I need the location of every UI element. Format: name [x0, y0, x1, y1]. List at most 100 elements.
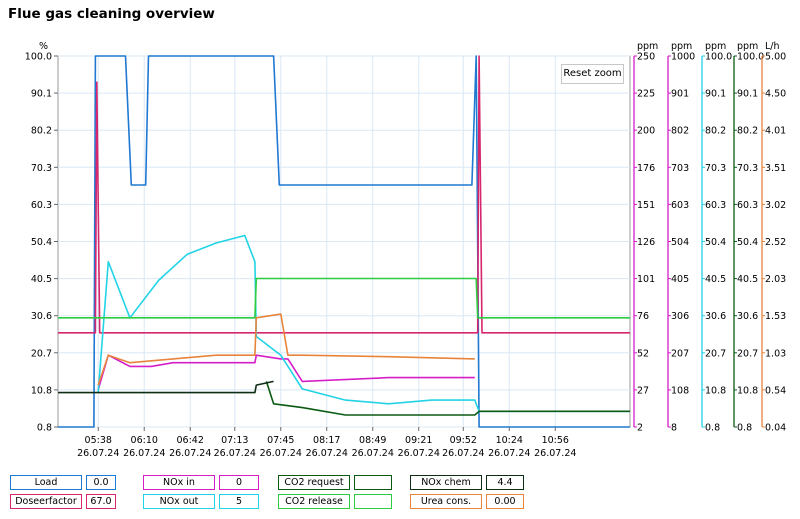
series-line-co2-request — [265, 381, 630, 416]
right-axis-tick-label: 80.2 — [737, 126, 758, 137]
right-axis-tick-label: 5.00 — [765, 52, 786, 63]
x-tick-date: 26.07.24 — [123, 448, 165, 459]
right-axis-unit: ppm — [637, 41, 658, 52]
right-axis-tick-label: 50.4 — [705, 237, 726, 248]
right-axis-tick-label: 90.1 — [737, 89, 758, 100]
page-title: Flue gas cleaning overview — [8, 6, 215, 22]
right-axis-unit: ppm — [671, 41, 692, 52]
legend-label: CO2 release — [278, 494, 350, 509]
y-tick-label: 90.1 — [31, 89, 52, 100]
reset-zoom-button[interactable]: Reset zoom — [561, 64, 624, 84]
legend-value: 67.0 — [86, 494, 116, 509]
y-tick-label: 0.8 — [37, 423, 52, 434]
legend-item-load[interactable]: Load 0.0 — [10, 475, 116, 490]
right-axis-unit: ppm — [705, 41, 726, 52]
y-tick-label: 60.3 — [31, 200, 52, 211]
x-tick-date: 26.07.24 — [442, 448, 484, 459]
x-tick-label: 07:13 — [221, 435, 248, 446]
right-axis-tick-label: 40.5 — [705, 274, 726, 285]
legend-value: 0.00 — [486, 494, 524, 509]
right-axis-tick-label: 603 — [671, 200, 689, 211]
right-axis-tick-label: 2.03 — [765, 274, 786, 285]
right-axis-tick-label: 30.6 — [737, 311, 758, 322]
y-tick-label: 100.0 — [25, 52, 52, 63]
right-axis-tick-label: 50.4 — [737, 237, 758, 248]
right-axis-tick-label: 306 — [671, 311, 689, 322]
right-axis-tick-label: 60.3 — [737, 200, 758, 211]
right-axis-tick-label: 802 — [671, 126, 689, 137]
x-tick-date: 26.07.24 — [260, 448, 302, 459]
right-axis-tick-label: 3.51 — [765, 163, 786, 174]
x-tick-label: 06:42 — [177, 435, 204, 446]
legend-value: 0.0 — [86, 475, 116, 490]
legend-item-doseerfactor[interactable]: Doseerfactor 67.0 — [10, 494, 116, 509]
right-axis-tick-label: 0.54 — [765, 385, 786, 396]
right-axis-unit: L/h — [765, 41, 780, 52]
right-axis-tick-label: 0.8 — [737, 423, 752, 434]
right-axis-tick-label: 80.2 — [705, 126, 726, 137]
x-tick-date: 26.07.24 — [77, 448, 119, 459]
legend-label: Load — [10, 475, 82, 490]
right-axis-tick-label: 40.5 — [737, 274, 758, 285]
x-tick-label: 09:52 — [450, 435, 477, 446]
legend-item-co2-request[interactable]: CO2 request — [278, 475, 392, 490]
x-tick-date: 26.07.24 — [352, 448, 394, 459]
series-line-urea-cons- — [97, 313, 475, 386]
y-tick-label: 40.5 — [31, 274, 52, 285]
right-axis-tick-label: 0.8 — [705, 423, 720, 434]
x-tick-date: 26.07.24 — [169, 448, 211, 459]
right-axis-tick-label: 2.52 — [765, 237, 786, 248]
y-tick-label: 70.3 — [31, 163, 52, 174]
right-axis-tick-label: 703 — [671, 163, 689, 174]
legend-item-nox-chem[interactable]: NOx chem 4.4 — [410, 475, 524, 490]
legend-item-co2-release[interactable]: CO2 release — [278, 494, 392, 509]
right-axis-tick-label: 27 — [637, 385, 649, 396]
legend-value: 0 — [219, 475, 259, 490]
right-axis-tick-label: 200 — [637, 126, 655, 137]
right-axis-tick-label: 225 — [637, 89, 655, 100]
right-axis-tick-label: 4.01 — [765, 126, 786, 137]
legend-item-nox-in[interactable]: NOx in 0 — [143, 475, 259, 490]
right-axis-tick-label: 20.7 — [705, 348, 726, 359]
right-axis-tick-label: 90.1 — [705, 89, 726, 100]
legend-item-urea-cons[interactable]: Urea cons. 0.00 — [410, 494, 524, 509]
right-axis-tick-label: 20.7 — [737, 348, 758, 359]
right-axis-tick-label: 100.0 — [705, 52, 732, 63]
series-line-nox-in — [97, 354, 475, 390]
legend-value — [354, 475, 392, 490]
right-axis-tick-label: 10.8 — [737, 385, 758, 396]
x-tick-date: 26.07.24 — [534, 448, 576, 459]
x-tick-date: 26.07.24 — [306, 448, 348, 459]
right-axis-tick-label: 101 — [637, 274, 655, 285]
right-axis-tick-label: 0.04 — [765, 423, 786, 434]
x-tick-date: 26.07.24 — [214, 448, 256, 459]
series-line-load — [58, 55, 630, 428]
right-axis-tick-label: 151 — [637, 200, 655, 211]
right-axis-tick-label: 126 — [637, 237, 655, 248]
right-axis-tick-label: 100.0 — [737, 52, 764, 63]
x-tick-date: 26.07.24 — [488, 448, 530, 459]
x-tick-label: 10:24 — [496, 435, 523, 446]
right-axis-tick-label: 250 — [637, 52, 655, 63]
right-axis-tick-label: 504 — [671, 237, 689, 248]
right-axis-unit: ppm — [737, 41, 758, 52]
right-axis-tick-label: 30.6 — [705, 311, 726, 322]
legend-item-nox-out[interactable]: NOx out 5 — [143, 494, 259, 509]
y-tick-label: 30.6 — [31, 311, 52, 322]
right-axis-tick-label: 60.3 — [705, 200, 726, 211]
x-tick-label: 08:49 — [359, 435, 386, 446]
right-axis-tick-label: 108 — [671, 385, 689, 396]
right-axis-tick-label: 52 — [637, 348, 649, 359]
legend-label: NOx in — [143, 475, 215, 490]
right-axis-tick-label: 1.03 — [765, 348, 786, 359]
right-axis-tick-label: 2 — [637, 423, 643, 434]
legend-value — [354, 494, 392, 509]
right-axis-tick-label: 70.3 — [737, 163, 758, 174]
right-axis-tick-label: 3.02 — [765, 200, 786, 211]
x-tick-label: 07:45 — [267, 435, 294, 446]
right-axis-tick-label: 1.53 — [765, 311, 786, 322]
right-axis-tick-label: 76 — [637, 311, 649, 322]
legend-label: Urea cons. — [410, 494, 482, 509]
y-tick-label: 20.7 — [31, 348, 52, 359]
legend-value: 4.4 — [486, 475, 524, 490]
